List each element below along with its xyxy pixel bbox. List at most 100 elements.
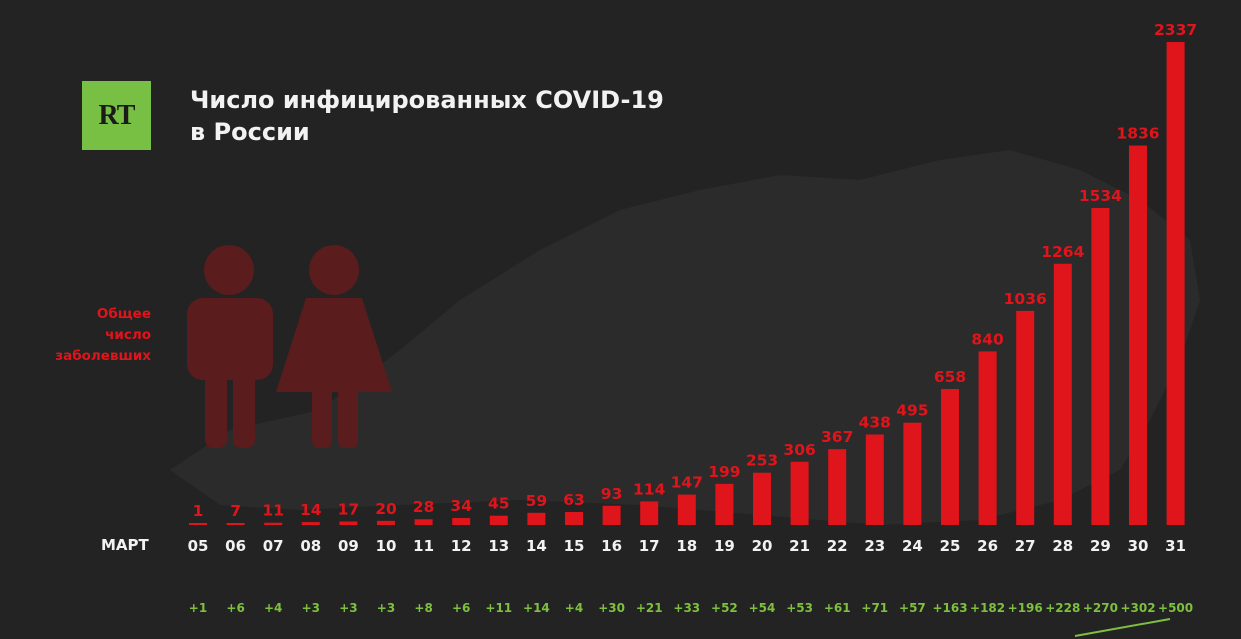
daily-increase-label: +4	[264, 601, 282, 615]
bar	[941, 389, 959, 525]
daily-increase-label: +6	[226, 601, 244, 615]
bar	[527, 512, 546, 525]
bar	[715, 483, 734, 525]
bar-value-label: 7	[230, 502, 241, 520]
bar-value-label: 306	[783, 441, 815, 459]
rt-logo-text: RT	[98, 99, 136, 131]
x-tick-label: 13	[488, 537, 509, 555]
bar	[790, 461, 809, 525]
bar-value-label: 438	[859, 413, 891, 431]
bar	[414, 519, 433, 525]
bar-value-label: 45	[488, 495, 510, 513]
daily-increase-label: +54	[749, 601, 776, 615]
bar-value-label: 1836	[1116, 125, 1159, 143]
bar	[677, 494, 696, 525]
bar-value-label: 367	[821, 428, 853, 446]
total-cases-label-line-2: число	[105, 327, 151, 343]
x-tick-label: 18	[676, 537, 697, 555]
bar-value-label: 34	[450, 497, 472, 515]
x-tick-label: 11	[413, 537, 434, 555]
bar-value-label: 20	[375, 500, 397, 518]
rt-logo: RT	[82, 81, 151, 150]
female-figure-icon	[276, 245, 392, 448]
bar-value-label: 658	[934, 368, 966, 386]
bar-value-label: 199	[708, 463, 740, 481]
total-cases-label: Общее число заболевших	[20, 304, 151, 367]
bar-value-label: 114	[633, 480, 666, 498]
x-tick-label: 24	[902, 537, 923, 555]
bar	[339, 521, 358, 525]
daily-increase-label: +302	[1120, 601, 1155, 615]
x-tick-label: 21	[789, 537, 810, 555]
bar-value-label: 1264	[1041, 243, 1084, 261]
daily-increase-label: +33	[673, 601, 700, 615]
bar-value-label: 1	[193, 502, 204, 520]
daily-increase-label: +3	[302, 601, 320, 615]
daily-increase-label: +228	[1045, 601, 1080, 615]
bar-value-label: 1036	[1004, 290, 1047, 308]
bar	[903, 422, 922, 525]
x-tick-label: 12	[451, 537, 472, 555]
bar	[602, 505, 621, 525]
daily-increase-label: +52	[711, 601, 738, 615]
daily-increase-label: +1	[189, 601, 207, 615]
x-tick-label: 29	[1090, 537, 1111, 555]
bar-value-label: 253	[746, 452, 778, 470]
bar	[264, 522, 283, 525]
daily-increase-label: +270	[1083, 601, 1118, 615]
bar	[1016, 310, 1035, 525]
daily-increase-label: +14	[523, 601, 550, 615]
x-tick-label: 22	[827, 537, 848, 555]
x-tick-label: 14	[526, 537, 547, 555]
daily-increase-label: +3	[339, 601, 357, 615]
x-tick-label: 15	[564, 537, 585, 555]
x-tick-label: 08	[300, 537, 321, 555]
total-cases-label-line-3: заболевших	[55, 348, 151, 364]
bar	[1129, 145, 1147, 525]
bar-value-label: 14	[300, 501, 322, 519]
x-tick-label: 26	[977, 537, 998, 555]
daily-increase-label: +30	[598, 601, 625, 615]
daily-increase-label: +53	[786, 601, 813, 615]
bar	[301, 522, 320, 525]
daily-increase-label: +196	[1008, 601, 1043, 615]
daily-increase-label: +3	[377, 601, 395, 615]
bar	[377, 520, 395, 525]
daily-increase-label: +21	[636, 601, 663, 615]
value-labels-group: 1 7 11 14 17 20 28 34 45 59 63 93 114 147199253306367…	[193, 21, 1198, 520]
bar-value-label: 2337	[1154, 21, 1197, 39]
x-tick-label: 07	[263, 537, 284, 555]
daily-increase-label: +71	[861, 601, 888, 615]
x-tick-label: 31	[1165, 537, 1186, 555]
trend-line-accent	[1074, 618, 1171, 637]
x-axis-month-label: МАРТ	[101, 536, 149, 554]
bar	[828, 449, 847, 525]
bar	[452, 517, 471, 525]
x-tick-label: 05	[188, 537, 209, 555]
bar	[226, 523, 245, 525]
x-tick-label: 27	[1015, 537, 1036, 555]
total-cases-label-line-1: Общее	[96, 306, 151, 322]
bar	[489, 515, 508, 525]
x-tick-label: 30	[1128, 537, 1149, 555]
date-labels-group: 05 06 07 08 09 10 11 12 13 14 15 16 17 18 19 20 21 22 23 24…	[188, 537, 1186, 555]
daily-increase-label: +4	[565, 601, 583, 615]
bar-value-label: 63	[563, 491, 585, 509]
bar-value-label: 59	[526, 492, 548, 510]
bar	[753, 472, 771, 525]
bar-value-label: 11	[262, 502, 284, 520]
bars-group	[189, 42, 1185, 525]
x-tick-label: 28	[1052, 537, 1073, 555]
bar-value-label: 28	[413, 498, 435, 516]
x-tick-label: 16	[601, 537, 622, 555]
page-title: Число инфицированных COVID-19 в России	[190, 84, 664, 148]
x-tick-label: 06	[225, 537, 246, 555]
daily-increase-label: +182	[970, 601, 1005, 615]
x-tick-label: 10	[376, 537, 397, 555]
bar	[640, 501, 659, 525]
title-line-1: Число инфицированных COVID-19	[190, 86, 664, 114]
daily-increase-label: +11	[485, 601, 512, 615]
daily-increase-label: +8	[414, 601, 432, 615]
daily-increase-label: +163	[932, 601, 967, 615]
